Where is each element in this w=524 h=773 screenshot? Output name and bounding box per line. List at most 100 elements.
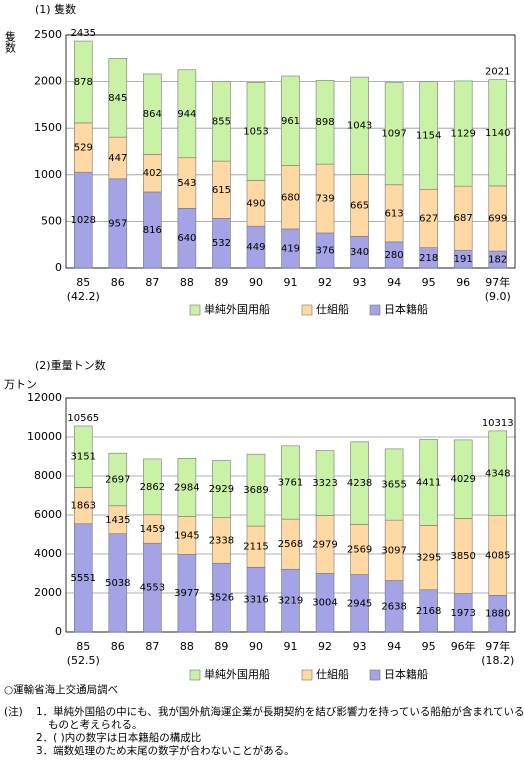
y-tick-label: 8000 bbox=[34, 469, 62, 482]
bar-segment bbox=[488, 430, 508, 516]
legend-swatch bbox=[301, 669, 313, 681]
value-label: 529 bbox=[74, 143, 93, 154]
value-label: 532 bbox=[212, 238, 231, 249]
x-tick-label: 85 bbox=[76, 276, 90, 289]
value-label: 3526 bbox=[209, 593, 234, 604]
x-tick-label: 86 bbox=[111, 640, 125, 653]
bar-segment bbox=[212, 81, 231, 162]
x-tick-label: 91 bbox=[284, 276, 298, 289]
bar-segment bbox=[143, 73, 162, 155]
bar-segment bbox=[73, 425, 93, 488]
y-tick-label: 12000 bbox=[27, 391, 62, 404]
category-note: (18.2) bbox=[481, 654, 514, 667]
x-tick-label: 92 bbox=[318, 276, 332, 289]
value-label: 957 bbox=[108, 218, 127, 229]
value-label: 687 bbox=[454, 213, 473, 224]
x-tick-label: 85 bbox=[76, 640, 90, 653]
x-tick-label: 94 bbox=[387, 640, 401, 653]
value-label: 1154 bbox=[416, 130, 441, 141]
bar-segment bbox=[315, 80, 335, 165]
value-label: 5551 bbox=[71, 573, 96, 584]
legend-label: 日本籍船 bbox=[384, 302, 428, 316]
value-label: 961 bbox=[281, 116, 300, 127]
notes-heading: (注) bbox=[4, 706, 23, 718]
value-label: 3151 bbox=[71, 452, 96, 463]
value-label: 376 bbox=[315, 245, 334, 256]
value-label: 2862 bbox=[140, 482, 165, 493]
note: 3．端数処理のため末尾の数字が合わないことがある。 bbox=[36, 745, 295, 757]
value-label: 2338 bbox=[209, 535, 234, 546]
bar-segment bbox=[315, 450, 335, 516]
value-label: 898 bbox=[315, 117, 334, 128]
value-label: 5038 bbox=[105, 578, 130, 589]
note: 2．( )内の数字は日本籍船の構成比 bbox=[36, 732, 202, 744]
bar-segment bbox=[177, 69, 197, 159]
value-label: 3097 bbox=[381, 545, 406, 556]
y-axis-label: 万トン bbox=[4, 378, 37, 391]
bar-segment bbox=[108, 58, 128, 138]
x-tick-label: 95 bbox=[422, 640, 436, 653]
value-label: 855 bbox=[212, 116, 231, 127]
y-tick-label: 2500 bbox=[34, 28, 62, 41]
value-label: 845 bbox=[108, 93, 127, 104]
legend-label: 仕組船 bbox=[316, 667, 349, 681]
value-label: 1435 bbox=[105, 515, 130, 526]
value-label: 878 bbox=[74, 77, 93, 88]
x-tick-label: 96 bbox=[456, 276, 470, 289]
bar-segment bbox=[488, 79, 508, 187]
y-tick-label: 10000 bbox=[27, 430, 62, 443]
value-label: 816 bbox=[143, 225, 162, 236]
x-tick-label: 89 bbox=[214, 276, 228, 289]
value-label: 191 bbox=[454, 254, 473, 265]
x-tick-label: 87 bbox=[145, 276, 159, 289]
value-label: 4238 bbox=[347, 478, 372, 489]
x-tick-label: 97年 bbox=[485, 275, 510, 289]
y-axis-label: 隻数 bbox=[4, 30, 17, 54]
legend-swatch bbox=[189, 304, 201, 316]
total-label: 2021 bbox=[485, 67, 510, 78]
value-label: 2568 bbox=[278, 539, 303, 550]
total-label: 10565 bbox=[67, 413, 99, 424]
bar-segment bbox=[281, 75, 300, 166]
bar-segment bbox=[384, 82, 404, 186]
value-label: 402 bbox=[143, 168, 162, 179]
bar-segment bbox=[453, 80, 473, 187]
x-tick-label: 90 bbox=[249, 276, 263, 289]
x-tick-label: 87 bbox=[145, 640, 159, 653]
value-label: 543 bbox=[177, 178, 196, 189]
x-tick-label: 96年 bbox=[451, 639, 476, 653]
y-tick-label: 1000 bbox=[34, 168, 62, 181]
y-tick-label: 2000 bbox=[34, 586, 62, 599]
value-label: 2168 bbox=[416, 606, 441, 617]
bar-segment bbox=[212, 460, 231, 518]
value-label: 665 bbox=[350, 200, 369, 211]
value-label: 864 bbox=[143, 109, 162, 120]
value-label: 615 bbox=[212, 185, 231, 196]
category-note: (9.0) bbox=[485, 290, 511, 303]
value-label: 490 bbox=[246, 198, 265, 209]
value-label: 4411 bbox=[416, 477, 441, 488]
value-label: 3316 bbox=[243, 595, 268, 606]
bar-segment bbox=[143, 458, 162, 516]
value-label: 944 bbox=[177, 109, 196, 120]
x-tick-label: 88 bbox=[180, 276, 194, 289]
x-tick-label: 88 bbox=[180, 640, 194, 653]
bar-segment bbox=[246, 453, 266, 527]
bar-segment bbox=[246, 82, 266, 181]
bar-segment bbox=[108, 452, 128, 507]
value-label: 4348 bbox=[485, 468, 510, 479]
value-label: 1945 bbox=[174, 530, 199, 541]
chart-title: (2)重量トン数 bbox=[35, 358, 106, 372]
total-label: 10313 bbox=[482, 418, 514, 429]
legend-swatch bbox=[369, 669, 381, 681]
x-tick-label: 93 bbox=[353, 276, 367, 289]
value-label: 2979 bbox=[312, 539, 337, 550]
value-label: 3977 bbox=[174, 588, 199, 599]
value-label: 1028 bbox=[71, 215, 96, 226]
value-label: 3219 bbox=[278, 596, 303, 607]
x-tick-label: 91 bbox=[284, 640, 298, 653]
value-label: 2569 bbox=[347, 545, 372, 556]
legend-label: 単純外国用船 bbox=[204, 302, 270, 316]
value-label: 1459 bbox=[140, 524, 165, 535]
